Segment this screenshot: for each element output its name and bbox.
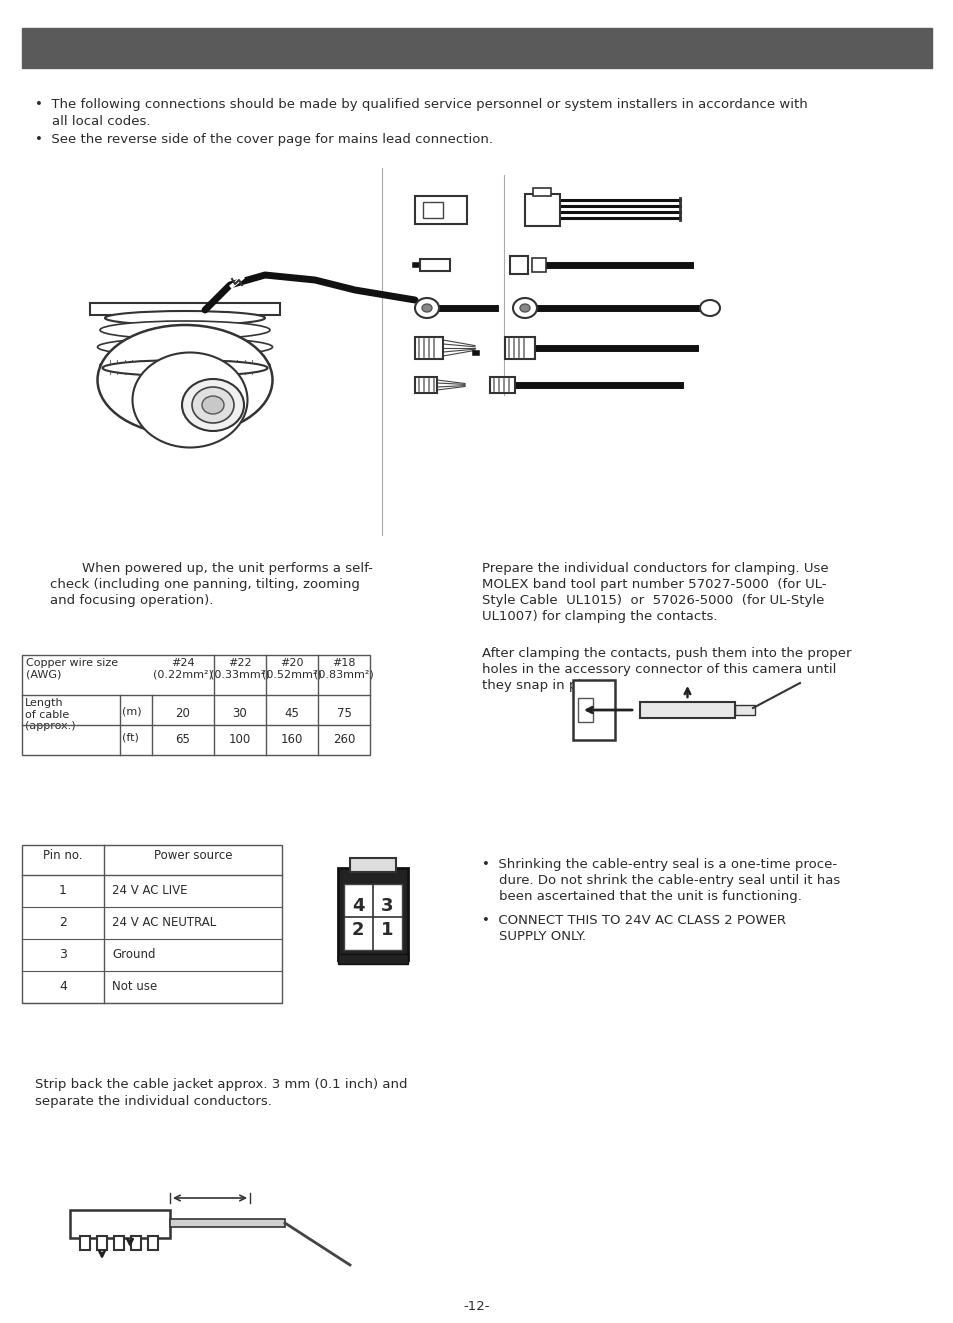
Bar [419, 259, 450, 271]
Text: 1: 1 [380, 921, 393, 939]
Text: •  Shrinking the cable-entry seal is a one-time proce-: • Shrinking the cable-entry seal is a on… [481, 859, 836, 871]
Text: Length
of cable
(approx.): Length of cable (approx.) [25, 699, 75, 732]
Text: #18
(0.83mm²): #18 (0.83mm²) [314, 658, 374, 680]
Text: check (including one panning, tilting, zooming: check (including one panning, tilting, z… [50, 578, 359, 591]
Text: •  See the reverse side of the cover page for mains lead connection.: • See the reverse side of the cover page… [35, 134, 493, 146]
Ellipse shape [100, 357, 270, 373]
Text: (m): (m) [122, 706, 141, 717]
Bar [337, 954, 408, 964]
Text: UL1007) for clamping the contacts.: UL1007) for clamping the contacts. [481, 610, 717, 623]
Bar [422, 202, 442, 218]
Text: 24 V AC LIVE: 24 V AC LIVE [112, 884, 188, 897]
Text: 3: 3 [380, 897, 393, 916]
Text: 2: 2 [352, 921, 364, 939]
Bar [490, 377, 515, 393]
Text: 4: 4 [59, 980, 67, 994]
Text: 30: 30 [233, 706, 247, 720]
Ellipse shape [700, 300, 720, 316]
Text: separate the individual conductors.: separate the individual conductors. [35, 1095, 272, 1107]
Text: SUPPLY ONLY.: SUPPLY ONLY. [481, 930, 585, 943]
Bar [97, 1236, 107, 1250]
Text: #20
(0.52mm²): #20 (0.52mm²) [262, 658, 321, 680]
Ellipse shape [202, 396, 224, 414]
Bar [532, 258, 545, 273]
Text: 24 V AC NEUTRAL: 24 V AC NEUTRAL [112, 916, 216, 929]
Ellipse shape [421, 304, 432, 312]
Text: 45: 45 [284, 706, 299, 720]
Ellipse shape [182, 378, 244, 431]
Text: Ground: Ground [112, 949, 155, 960]
Bar [22, 655, 370, 755]
Text: Style Cable  UL1015)  or  57026-5000  (for UL-Style: Style Cable UL1015) or 57026-5000 (for U… [481, 594, 823, 607]
Bar [504, 337, 535, 359]
Text: 1: 1 [59, 884, 67, 897]
Ellipse shape [519, 304, 530, 312]
Ellipse shape [192, 388, 233, 423]
Text: Power source: Power source [153, 849, 232, 863]
Text: (ft): (ft) [122, 733, 139, 744]
Text: Strip back the cable jacket approx. 3 mm (0.1 inch) and: Strip back the cable jacket approx. 3 mm… [35, 1078, 407, 1091]
Text: •  CONNECT THIS TO 24V AC CLASS 2 POWER: • CONNECT THIS TO 24V AC CLASS 2 POWER [481, 914, 785, 927]
Text: and focusing operation).: and focusing operation). [50, 594, 213, 607]
Ellipse shape [97, 325, 273, 435]
Bar [734, 705, 754, 714]
Text: 100: 100 [229, 733, 251, 746]
Bar [22, 845, 282, 1003]
Bar [344, 884, 401, 950]
Bar [524, 194, 559, 226]
Text: 4: 4 [352, 897, 364, 916]
Bar [148, 1236, 158, 1250]
Text: holes in the accessory connector of this camera until: holes in the accessory connector of this… [481, 663, 836, 676]
Bar [337, 868, 408, 960]
Ellipse shape [105, 311, 265, 325]
Ellipse shape [102, 360, 267, 376]
Text: #24
(0.22mm²): #24 (0.22mm²) [152, 658, 213, 680]
Bar [170, 1218, 285, 1226]
Bar [415, 377, 436, 393]
Text: 160: 160 [280, 733, 303, 746]
Text: dure. Do not shrink the cable-entry seal until it has: dure. Do not shrink the cable-entry seal… [481, 875, 840, 886]
Text: •  The following connections should be made by qualified service personnel or sy: • The following connections should be ma… [35, 98, 807, 111]
Text: been ascertained that the unit is functioning.: been ascertained that the unit is functi… [481, 890, 801, 904]
Ellipse shape [100, 321, 270, 339]
Text: #22
(0.33mm²): #22 (0.33mm²) [210, 658, 270, 680]
Bar [90, 303, 280, 315]
Text: 65: 65 [175, 733, 191, 746]
Ellipse shape [513, 298, 537, 318]
Bar [415, 337, 442, 359]
Bar [70, 1211, 170, 1238]
Bar [80, 1236, 90, 1250]
Text: 75: 75 [336, 706, 351, 720]
Text: 260: 260 [333, 733, 355, 746]
Text: MOLEX band tool part number 57027-5000  (for UL-: MOLEX band tool part number 57027-5000 (… [481, 578, 825, 591]
Ellipse shape [415, 298, 438, 318]
Text: When powered up, the unit performs a self-: When powered up, the unit performs a sel… [65, 562, 373, 576]
Bar [510, 255, 527, 274]
Text: 20: 20 [175, 706, 191, 720]
Text: Copper wire size
(AWG): Copper wire size (AWG) [26, 658, 118, 680]
Bar [639, 703, 734, 718]
Bar [578, 699, 593, 722]
Bar [113, 1236, 124, 1250]
Ellipse shape [132, 352, 247, 447]
Bar [533, 188, 551, 196]
Text: After clamping the contacts, push them into the proper: After clamping the contacts, push them i… [481, 647, 851, 660]
Bar [22, 28, 931, 67]
Text: -12-: -12- [463, 1301, 490, 1312]
Text: Prepare the individual conductors for clamping. Use: Prepare the individual conductors for cl… [481, 562, 828, 576]
Bar [573, 680, 615, 740]
Text: 3: 3 [59, 949, 67, 960]
Text: they snap in place.: they snap in place. [481, 679, 608, 692]
Bar [415, 196, 467, 224]
Bar [131, 1236, 141, 1250]
Bar [350, 859, 395, 872]
Ellipse shape [97, 337, 273, 356]
Text: Not use: Not use [112, 980, 157, 994]
Text: Pin no.: Pin no. [43, 849, 83, 863]
Text: 2: 2 [59, 916, 67, 929]
Text: all local codes.: all local codes. [35, 115, 151, 128]
